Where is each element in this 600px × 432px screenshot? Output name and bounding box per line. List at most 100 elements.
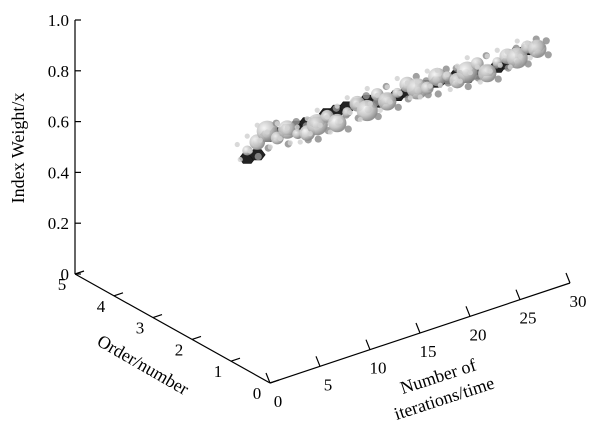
y-tick-label: 4	[97, 297, 106, 316]
data-point-sprite	[314, 135, 322, 143]
data-point-sprite	[394, 103, 402, 111]
x-tick-label: 25	[520, 309, 537, 328]
data-point-sprite	[434, 90, 442, 98]
data-point-sprite	[464, 82, 472, 91]
data-point-sprite	[494, 75, 502, 83]
x-tick-mark	[315, 356, 321, 367]
z-tick-label: 0.2	[48, 214, 69, 233]
data-point-sprite	[414, 79, 420, 85]
x-tick-mark	[515, 289, 521, 300]
y-tick-mark	[152, 314, 163, 319]
data-point-sprite	[484, 53, 490, 59]
data-point-sprite	[254, 152, 262, 161]
data-point-sprite	[362, 92, 370, 100]
data-point-sprite	[304, 116, 310, 122]
x-tick-mark	[415, 322, 421, 334]
data-point-sprite	[267, 144, 273, 150]
data-markers	[234, 35, 552, 164]
z-axis-title: Index Weight/x	[8, 93, 28, 204]
data-point-light-sphere	[528, 39, 547, 58]
data-point-sprite	[287, 140, 293, 146]
data-point-sprite	[237, 156, 243, 163]
data-point-sprite	[524, 60, 532, 68]
x-ticks: 0 5 10 15 20 25 30	[265, 272, 587, 411]
data-point-sprite	[247, 148, 253, 154]
data-point-sprite	[542, 37, 550, 45]
y-tick-mark	[191, 335, 202, 340]
data-point-sprite	[407, 95, 413, 101]
data-point-sprite	[277, 135, 283, 142]
data-point-sprite	[514, 38, 520, 44]
data-point-sprite	[264, 129, 270, 135]
z-tick-label: 0.6	[48, 113, 69, 132]
data-point-sprite	[434, 67, 440, 73]
z-tick-label: 0	[61, 265, 70, 284]
data-point-sprite	[397, 90, 403, 97]
data-point-sprite	[244, 133, 250, 139]
data-point-sprite	[324, 114, 330, 120]
data-point-sprite	[347, 110, 353, 116]
data-point-sprite	[234, 141, 240, 148]
y-tick-mark	[269, 379, 280, 384]
data-point-sprite	[274, 120, 280, 127]
data-point-light-sphere	[328, 113, 347, 133]
data-point-sprite	[314, 107, 320, 113]
x-tick-mark	[565, 272, 571, 284]
y-tick-label: 5	[58, 275, 67, 294]
data-point-sprite	[344, 95, 350, 101]
data-point-sprite	[334, 103, 340, 109]
data-point-sprite	[327, 129, 333, 135]
data-point-sprite	[337, 118, 343, 124]
data-point-sprite	[477, 79, 483, 85]
y-axis-line	[74, 273, 271, 384]
x-tick-label: 20	[470, 325, 487, 344]
data-point-sprite	[524, 40, 530, 46]
z-tick-label: 1.0	[48, 11, 69, 30]
data-point-light-sphere	[378, 92, 397, 111]
y-tick-label: 1	[214, 362, 223, 381]
data-point-sprite	[487, 68, 493, 74]
data-point-sprite	[294, 124, 300, 130]
data-point-sprite	[284, 125, 290, 131]
z-tick-label: 0.8	[48, 62, 69, 81]
z-tick-label: 0.4	[48, 163, 70, 182]
data-point-sprite	[292, 117, 300, 126]
data-point-sprite	[387, 99, 393, 105]
data-point-light-sphere	[506, 47, 528, 69]
data-point-sprite	[517, 53, 523, 59]
data-point-sprite	[417, 94, 423, 100]
data-point-sprite	[344, 125, 352, 133]
data-point-sprite	[437, 82, 443, 88]
data-point-sprite	[364, 85, 370, 92]
y-ticks: 0 1 2 3 4 5	[58, 270, 280, 403]
data-point-sprite	[254, 122, 260, 128]
data-point-sprite	[374, 112, 382, 121]
data-point-sprite	[454, 63, 460, 69]
data-point-sprite	[544, 51, 552, 59]
data-point-sprite	[457, 78, 463, 84]
data-point-sprite	[424, 68, 430, 74]
data-point-sprite	[367, 100, 373, 107]
data-point-light-sphere	[406, 78, 428, 100]
y-tick-mark	[230, 357, 241, 362]
y-tick-label: 0	[253, 384, 262, 403]
data-point-sprite	[467, 70, 473, 76]
data-point-sprite	[444, 71, 450, 78]
y-tick-mark	[113, 292, 124, 297]
x-tick-label: 30	[570, 292, 587, 311]
data-point-sprite	[427, 83, 433, 89]
data-point-sprite	[497, 62, 503, 68]
y-tick-label: 3	[136, 319, 145, 338]
data-point-sprite	[297, 139, 303, 145]
y-tick-mark	[74, 270, 85, 275]
data-point-sprite	[357, 116, 363, 123]
x-tick-label: 15	[420, 342, 437, 361]
data-point-sprite	[394, 75, 400, 82]
data-point-sprite	[384, 84, 390, 90]
z-ticks: 0 0.2 0.4 0.6 0.8 1.0	[48, 11, 81, 284]
data-point-sprite	[257, 137, 263, 143]
data-point-light-sphere	[356, 99, 378, 122]
data-point-light-sphere	[478, 63, 497, 83]
x-tick-mark	[265, 372, 271, 384]
